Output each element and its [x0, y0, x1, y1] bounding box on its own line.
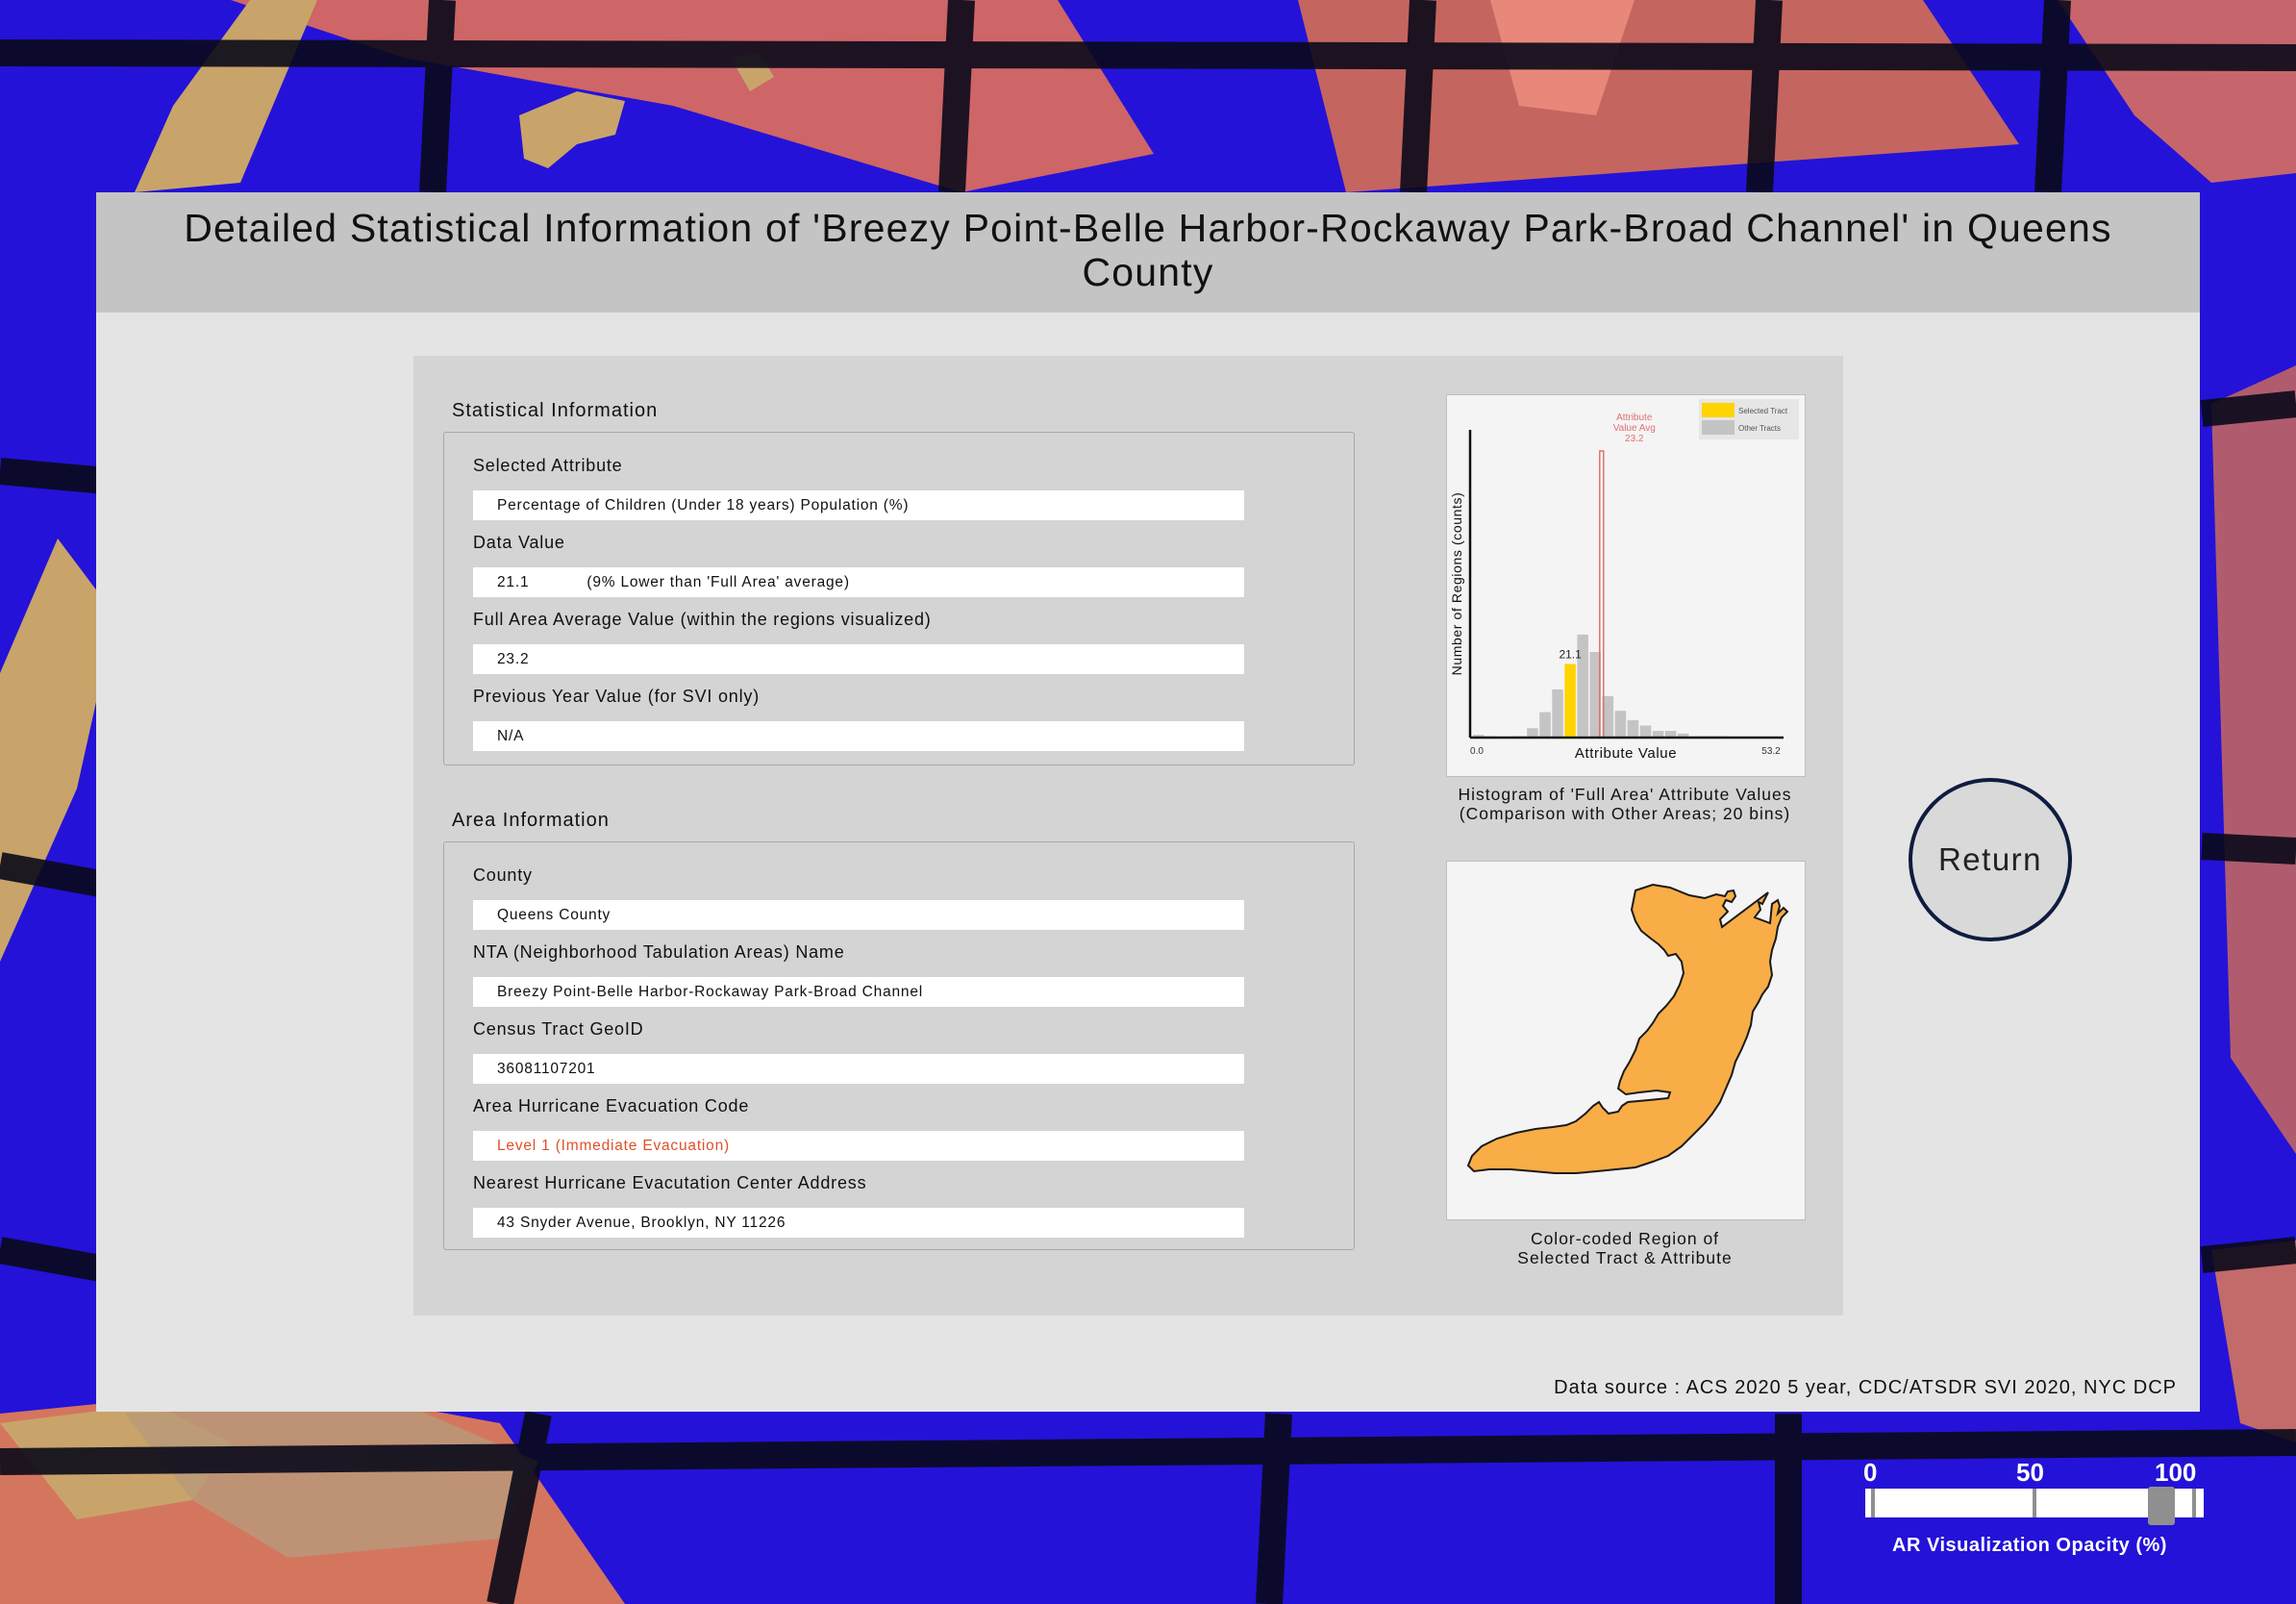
county-label: County: [473, 865, 533, 885]
previous-year-label: Previous Year Value (for SVI only): [473, 687, 761, 706]
histogram-caption-line2: (Comparison with Other Areas; 20 bins): [1459, 804, 1791, 823]
region-map: [1466, 883, 1789, 1174]
return-button[interactable]: Return: [1909, 778, 2072, 941]
data-value-field: 21.1 (9% Lower than 'Full Area' average): [473, 567, 1244, 597]
data-source-text: Data source : ACS 2020 5 year, CDC/ATSDR…: [1554, 1377, 2177, 1398]
legend-label: Other Tracts: [1738, 424, 1781, 433]
average-line: [1599, 450, 1605, 739]
full-area-average-label: Full Area Average Value (within the regi…: [473, 610, 932, 629]
legend-swatch: [1702, 403, 1734, 417]
histogram-bar: [1639, 725, 1652, 738]
histogram-caption-line1: Histogram of 'Full Area' Attribute Value…: [1458, 785, 1792, 804]
data-value-comparison: (9% Lower than 'Full Area' average): [586, 574, 850, 590]
slider-tick-0: [1871, 1489, 1875, 1517]
data-value-label: Data Value: [473, 533, 565, 552]
slider-tick-50: [2033, 1489, 2036, 1517]
histogram-bar: [1473, 735, 1485, 738]
evacuation-center-label: Nearest Hurricane Evacutation Center Add…: [473, 1173, 867, 1192]
statistical-info-group: Selected Attribute Percentage of Childre…: [443, 432, 1355, 765]
slider-track[interactable]: [1865, 1489, 2204, 1517]
area-info-heading: Area Information: [452, 810, 610, 831]
slider-max-label: 100: [2155, 1458, 2197, 1487]
histogram-caption: Histogram of 'Full Area' Attribute Value…: [1413, 785, 1836, 823]
previous-year-value: N/A: [473, 721, 1244, 751]
histogram-bar-selected: [1564, 664, 1576, 738]
x-axis-label: Attribute Value: [1575, 745, 1677, 762]
average-line-label: 23.2: [1625, 434, 1644, 444]
selected-attribute-label: Selected Attribute: [473, 456, 623, 475]
histogram-bar: [1614, 711, 1627, 738]
selected-attribute-value: Percentage of Children (Under 18 years) …: [473, 490, 1244, 520]
census-tract-value: 36081107201: [473, 1054, 1244, 1084]
histogram-bar: [1627, 719, 1639, 738]
region-map-caption: Color-coded Region of Selected Tract & A…: [1413, 1229, 1836, 1267]
average-line-label: Attribute: [1616, 413, 1653, 423]
histogram-bar: [1677, 733, 1689, 738]
histogram-bar: [1652, 731, 1664, 738]
dialog-header: Detailed Statistical Information of 'Bre…: [96, 192, 2200, 313]
evacuation-center-value: 43 Snyder Avenue, Brooklyn, NY 11226: [473, 1208, 1244, 1238]
full-area-average-value: 23.2: [473, 644, 1244, 674]
histogram-bar: [1552, 689, 1563, 738]
histogram-panel: 21.1 Attribute Value Avg 23.2 0.0 53.2 Attribu…: [1446, 394, 1806, 777]
histogram-bar: [1589, 651, 1602, 738]
y-axis-label: Number of Regions (counts): [1449, 492, 1464, 676]
region-map-caption-line2: Selected Tract & Attribute: [1517, 1248, 1733, 1267]
selected-value-label: 21.1: [1559, 647, 1582, 661]
opacity-slider[interactable]: 0 50 100 AR Visualization Opacity (%): [1860, 1454, 2204, 1569]
x-min-tick-label: 0.0: [1470, 746, 1484, 757]
region-map-panel: [1446, 861, 1806, 1220]
census-tract-label: Census Tract GeoID: [473, 1019, 644, 1039]
evacuation-code-value: Level 1 (Immediate Evacuation): [473, 1131, 1244, 1161]
legend-swatch: [1702, 420, 1734, 435]
data-value: 21.1: [497, 574, 530, 590]
average-line-label: Value Avg: [1613, 423, 1656, 434]
detail-dialog: Detailed Statistical Information of 'Bre…: [96, 192, 2200, 1412]
slider-thumb[interactable]: [2148, 1487, 2176, 1525]
slider-min-label: 0: [1863, 1458, 1878, 1487]
legend-label: Selected Tract: [1738, 407, 1788, 415]
nta-name-label: NTA (Neighborhood Tabulation Areas) Name: [473, 942, 845, 962]
slider-caption: AR Visualization Opacity (%): [1892, 1535, 2167, 1556]
selected-region-shape: [1466, 883, 1789, 1174]
evacuation-code-label: Area Hurricane Evacuation Code: [473, 1096, 750, 1115]
nta-name-value: Breezy Point-Belle Harbor-Rockaway Park-…: [473, 977, 1244, 1007]
region-map-caption-line1: Color-coded Region of: [1530, 1229, 1720, 1248]
histogram-bar: [1664, 731, 1677, 738]
x-max-tick-label: 53.2: [1761, 746, 1781, 757]
histogram-bar: [1539, 712, 1551, 738]
histogram-bar: [1602, 695, 1614, 738]
content-panel: Statistical Information Selected Attribu…: [413, 356, 1843, 1316]
county-value: Queens County: [473, 900, 1244, 930]
statistical-info-heading: Statistical Information: [452, 400, 659, 421]
histogram-bar: [1577, 634, 1588, 738]
slider-tick-100: [2192, 1489, 2196, 1517]
slider-mid-label: 50: [2016, 1458, 2044, 1487]
area-info-group: County Queens County NTA (Neighborhood T…: [443, 841, 1355, 1250]
histogram-bar: [1527, 728, 1538, 738]
dialog-title: Detailed Statistical Information of 'Bre…: [184, 206, 2112, 294]
